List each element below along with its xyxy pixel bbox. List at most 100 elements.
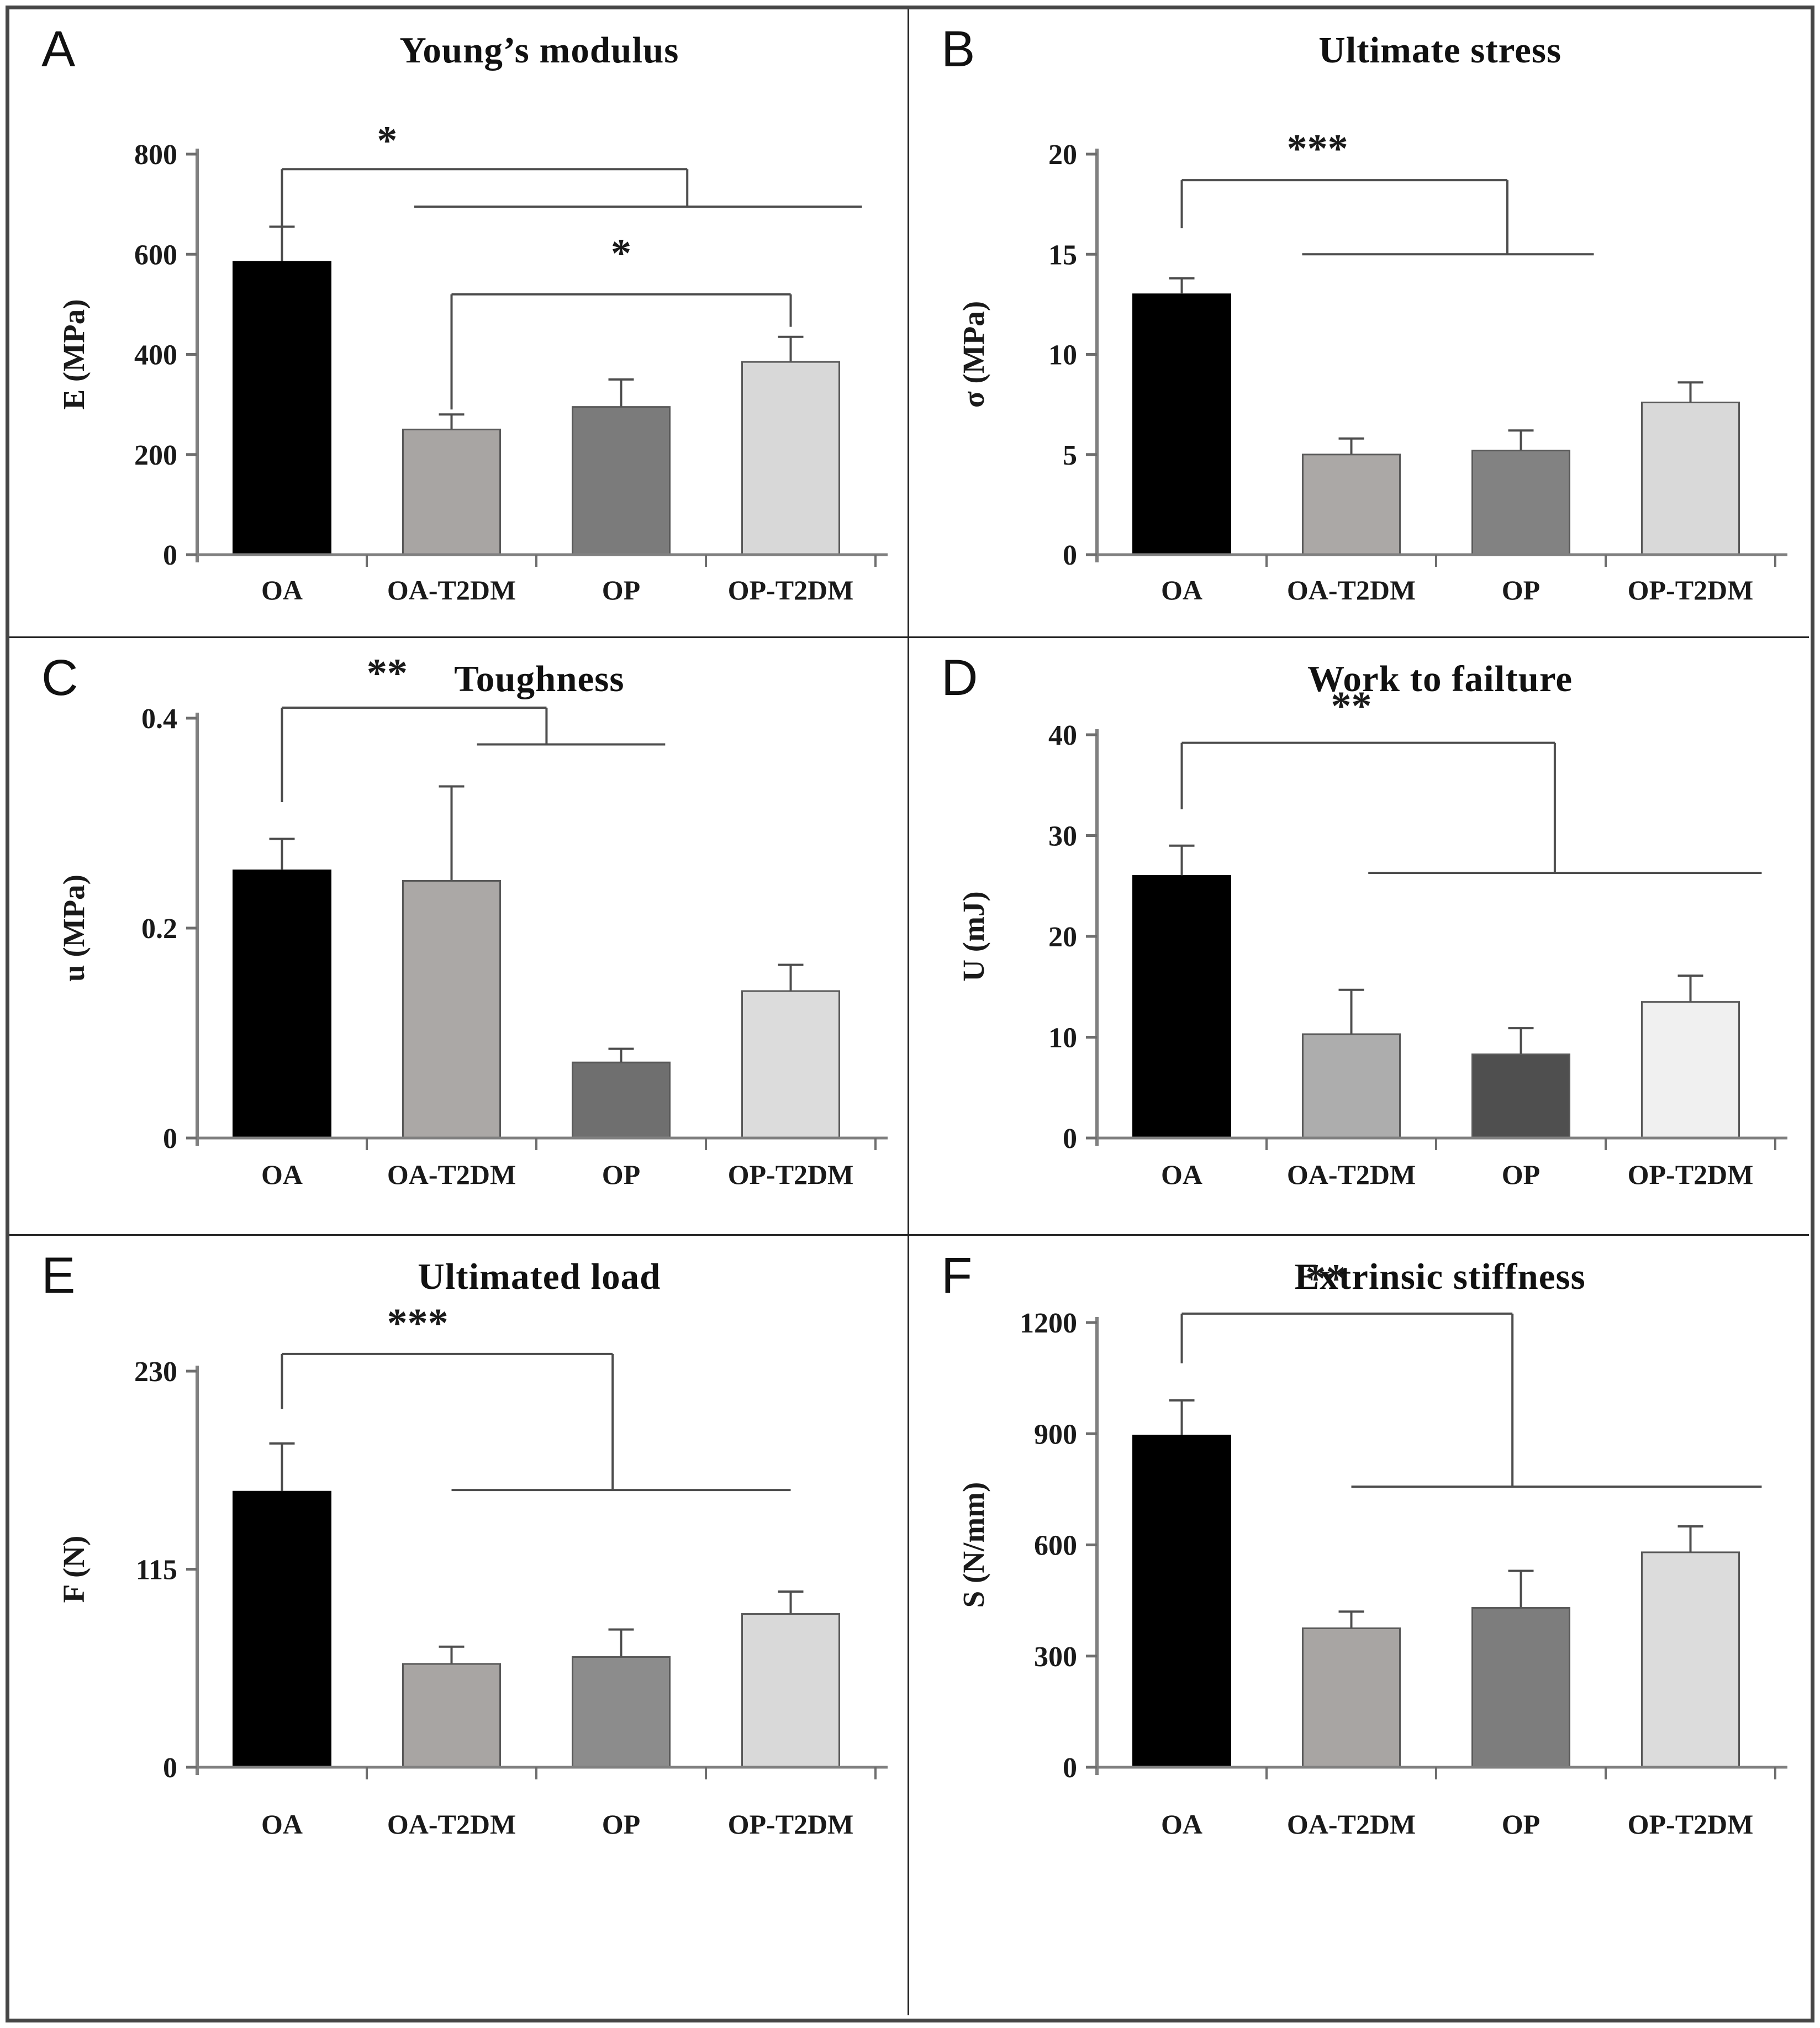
category-label: OP [1502,1809,1540,1840]
y-axis-label: F (N) [57,1536,91,1603]
bar [402,428,501,556]
category-label: OP [602,1809,640,1840]
bar [572,406,671,556]
panel-a: A Young’s modulus 0 200 400 600 800 E (MPa) OA… [9,9,909,638]
bar [1132,875,1231,1139]
category-label: OA [1161,1809,1202,1840]
bar [741,361,840,556]
panel-b: B Ultimate stress 0 5 10 15 20 σ (MPa) OA OA-T2… [909,9,1809,638]
panel-d-chart: 0 10 20 30 40 U (mJ) OA OA-T2DM OP OP-T2DM ** [957,684,1787,1190]
bar [233,261,331,556]
bar [1302,1033,1401,1139]
bar [1132,293,1231,556]
y-tick-label: 0.4 [141,703,177,735]
sig-star: ** [1331,684,1372,729]
bar [1302,1627,1401,1768]
sig-star: ** [1305,1256,1346,1302]
category-label: OA-T2DM [387,575,516,605]
panel-d: D Work to failture 0 10 20 30 40 U (mJ) OA OA-T… [909,638,1809,1236]
panel-d-title: Work to failture [1307,659,1573,699]
category-label: OA [261,1159,303,1190]
bar [572,1656,671,1768]
panel-e-letter: E [41,1247,76,1304]
panel-f-title: Extrinsic stiffness [1294,1256,1586,1297]
y-tick-label: 230 [134,1356,177,1388]
panel-c: C Toughness 0 0.2 0.4 u (MPa) OA OA-T2DM OP OP-… [9,638,909,1236]
y-axis-label: U (mJ) [957,891,990,981]
y-tick-label: 0.2 [141,913,177,945]
category-label: OA-T2DM [387,1809,516,1840]
y-tick-label: 200 [134,440,177,471]
y-axis-label: u (MPa) [57,875,91,982]
bar [1471,1053,1570,1139]
panel-f-chart: 0 300 600 900 1200 S (N/mm) OA OA-T2DM OP OP-T2DM… [957,1256,1787,1840]
category-label: OA [261,1809,303,1840]
category-label: OA [261,575,303,605]
y-tick-label: 1200 [1020,1308,1077,1339]
bar [1641,1001,1740,1139]
y-tick-label: 900 [1034,1419,1077,1450]
sig-star: * [611,231,631,276]
bar [233,870,331,1139]
category-label: OP-T2DM [728,575,854,605]
panel-b-letter: B [941,21,975,77]
category-label: OP-T2DM [728,1809,854,1840]
sig-star: *** [387,1301,449,1346]
y-tick-label: 600 [134,239,177,271]
y-tick-label: 115 [136,1555,177,1586]
category-label: OA-T2DM [387,1159,516,1190]
y-tick-label: 0 [1063,1123,1077,1155]
bar [741,990,840,1139]
bar [402,880,501,1139]
category-label: OA-T2DM [1287,1159,1416,1190]
panel-d-letter: D [941,650,978,706]
y-tick-label: 40 [1048,720,1077,751]
category-label: OA-T2DM [1287,575,1416,605]
category-label: OP [602,1159,640,1190]
panel-f: F Extrinsic stiffness 0 300 600 900 1200 S (N… [909,1236,1809,2015]
y-tick-label: 10 [1048,340,1077,371]
bar [402,1663,501,1768]
y-axis-label: S (N/mm) [957,1482,990,1608]
panel-c-letter: C [41,650,78,706]
panel-c-title: Toughness [454,659,625,699]
y-tick-label: 400 [134,340,177,371]
sig-star: *** [1287,127,1348,172]
y-tick-label: 800 [134,139,177,171]
panel-a-chart: 0 200 400 600 800 E (MPa) OA OA-T2DM OP OP-T2DM * * [57,118,888,605]
panel-c-chart: 0 0.2 0.4 u (MPa) OA OA-T2DM OP OP-T2DM ** [57,651,888,1190]
bar [1471,1607,1570,1768]
panel-b-chart: 0 5 10 15 20 σ (MPa) OA OA-T2DM OP OP-T2DM *** [957,127,1787,605]
panel-b-title: Ultimate stress [1318,30,1562,71]
y-tick-label: 30 [1048,821,1077,852]
bar [1302,454,1401,556]
panel-e: E Ultimated load 0 115 230 F (N) OA OA-T2DM OP… [9,1236,909,2015]
y-tick-label: 0 [163,540,177,571]
y-axis-label: σ (MPa) [957,301,990,408]
category-label: OP-T2DM [1628,575,1754,605]
figure-border: A Young’s modulus 0 200 400 600 800 E (MPa) OA… [6,6,1814,2022]
y-tick-label: 0 [163,1752,177,1784]
y-tick-label: 600 [1034,1530,1077,1562]
panel-a-letter: A [41,21,76,77]
category-label: OP-T2DM [1628,1809,1754,1840]
category-label: OP [602,575,640,605]
category-label: OA [1161,575,1202,605]
bar [1132,1435,1231,1768]
panel-e-chart: 0 115 230 F (N) OA OA-T2DM OP OP-T2DM *** [57,1301,888,1840]
category-label: OP [1502,1159,1540,1190]
bar [741,1613,840,1768]
panel-a-title: Young’s modulus [399,30,679,71]
category-label: OP-T2DM [728,1159,854,1190]
y-tick-label: 5 [1063,440,1077,471]
y-tick-label: 10 [1048,1023,1077,1054]
category-label: OA [1161,1159,1202,1190]
y-tick-label: 0 [1063,1752,1077,1784]
bar [233,1490,331,1768]
category-label: OA-T2DM [1287,1809,1416,1840]
y-tick-label: 300 [1034,1641,1077,1673]
y-tick-label: 15 [1048,239,1077,271]
panel-e-title: Ultimated load [418,1256,661,1297]
category-label: OP [1502,575,1540,605]
bar [1471,450,1570,556]
